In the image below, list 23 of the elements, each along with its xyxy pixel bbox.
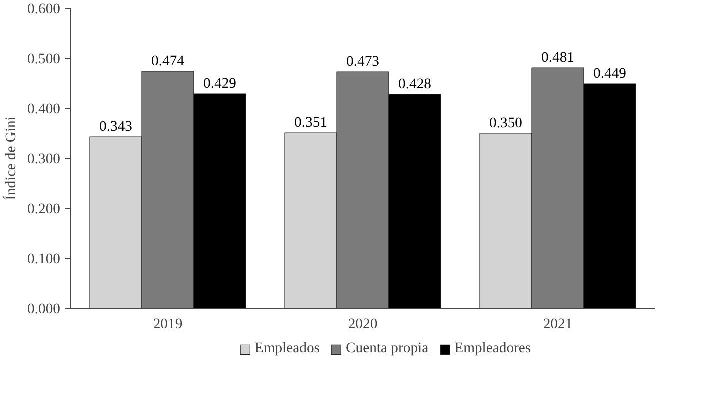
data-label: 0.343 bbox=[100, 119, 132, 135]
legend-label: Cuenta propia bbox=[346, 340, 429, 358]
y-tick-label: 0.600 bbox=[28, 2, 61, 18]
data-label: 0.350 bbox=[490, 116, 522, 132]
data-label: 0.474 bbox=[152, 54, 186, 70]
y-tick-label: 0.200 bbox=[28, 202, 61, 218]
data-label: 0.351 bbox=[294, 115, 328, 131]
x-tick-label: 2020 bbox=[348, 316, 378, 332]
y-tick-label: 0.000 bbox=[28, 302, 61, 318]
x-tick-label: 2021 bbox=[543, 316, 573, 332]
y-tick-label: 0.400 bbox=[28, 102, 61, 118]
data-label: 0.473 bbox=[346, 54, 380, 70]
y-axis-title: Índice de Gini bbox=[2, 116, 20, 200]
legend-label: Empleados bbox=[254, 340, 320, 358]
y-tick-label: 0.500 bbox=[28, 52, 61, 68]
legend-label: Empleadores bbox=[454, 340, 532, 358]
y-tick-label: 0.300 bbox=[28, 152, 61, 168]
data-label: 0.429 bbox=[204, 76, 236, 92]
y-tick-label: 0.100 bbox=[28, 252, 61, 268]
data-label: 0.428 bbox=[398, 76, 432, 92]
x-tick-label: 2019 bbox=[153, 316, 183, 332]
data-label: 0.481 bbox=[542, 50, 574, 66]
data-label: 0.449 bbox=[594, 66, 626, 82]
